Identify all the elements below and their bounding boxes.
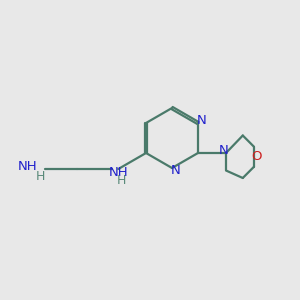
- Text: N: N: [197, 115, 207, 128]
- Text: NH: NH: [109, 167, 128, 179]
- Text: H: H: [36, 169, 45, 182]
- Text: N: N: [219, 145, 229, 158]
- Text: O: O: [252, 150, 262, 163]
- Text: N: N: [171, 164, 181, 176]
- Text: NH: NH: [18, 160, 37, 172]
- Text: H: H: [117, 175, 126, 188]
